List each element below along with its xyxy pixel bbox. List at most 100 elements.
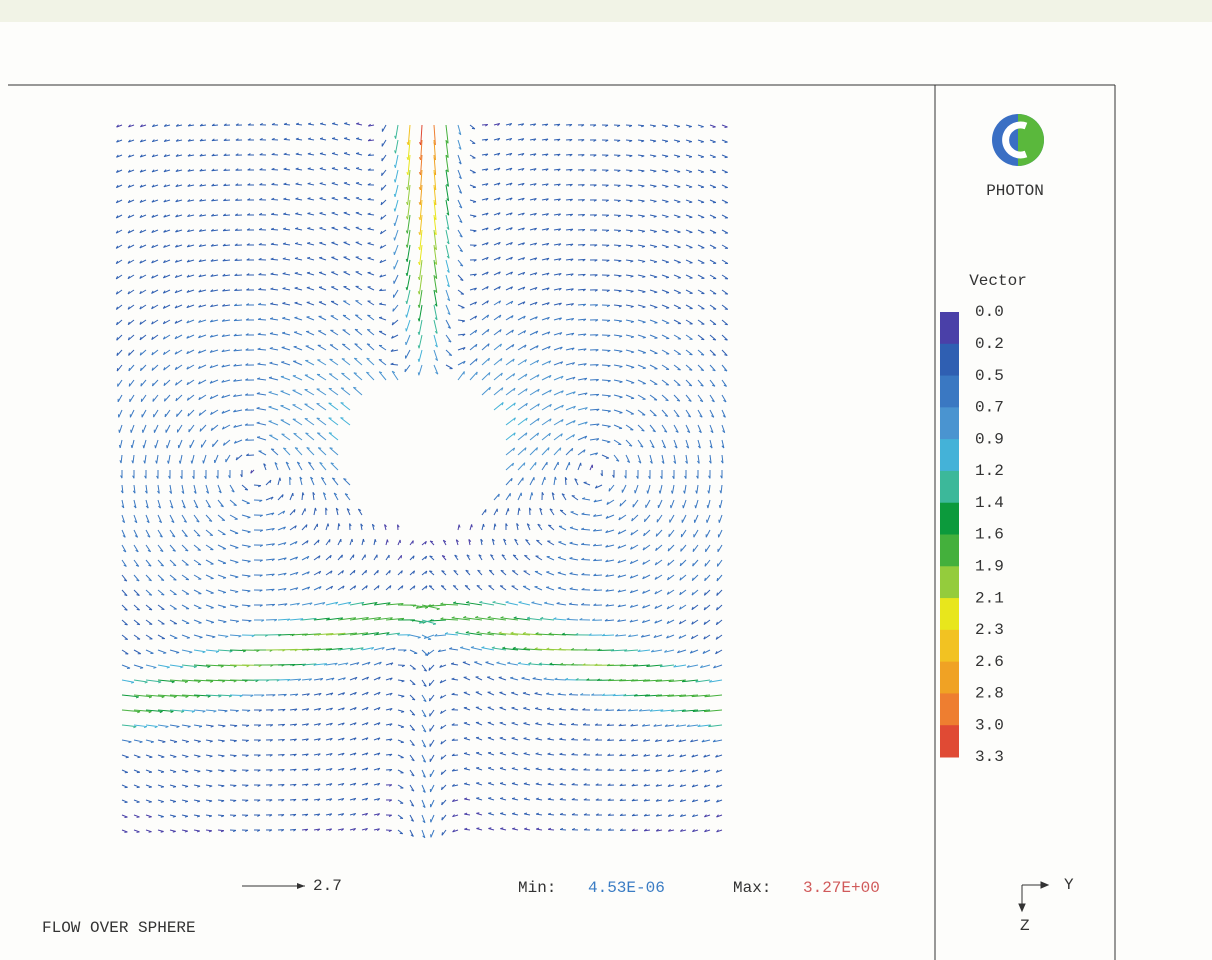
vector-arrow-head	[199, 726, 202, 727]
vector-arrow	[307, 317, 314, 320]
vector-arrow-head	[295, 198, 298, 199]
vector-arrow-head	[212, 637, 215, 638]
vector-arrow-head	[654, 216, 657, 217]
vector-arrow-head	[476, 768, 479, 769]
vector-arrow-head	[719, 505, 720, 508]
vector-arrow	[698, 350, 704, 355]
vector-arrow	[331, 257, 338, 260]
vector-arrow-head	[332, 168, 335, 169]
vector-arrow	[646, 500, 650, 508]
vector-arrow	[406, 320, 410, 331]
vector-arrow	[638, 260, 645, 261]
vector-arrow	[218, 560, 226, 563]
vector-arrow-head	[352, 539, 353, 542]
vector-arrow	[189, 425, 194, 432]
vector-arrow-head	[464, 798, 467, 799]
vector-arrow	[698, 290, 704, 294]
vector-arrow	[510, 678, 518, 680]
vector-arrow	[558, 573, 566, 575]
vector-arrow	[674, 365, 681, 370]
vector-arrow	[662, 395, 668, 401]
vector-arrow	[494, 494, 499, 500]
vector-arrow	[602, 410, 611, 411]
vector-arrow	[458, 371, 464, 380]
vector-arrow	[407, 260, 410, 276]
min-value: 4.53E-06	[588, 879, 665, 897]
vector-arrow-head	[368, 228, 371, 229]
vector-arrow	[379, 318, 386, 320]
vector-arrow	[542, 404, 551, 410]
vector-arrow-head	[320, 183, 323, 184]
vector-arrow	[307, 258, 314, 260]
vector-arrow	[342, 359, 350, 365]
vector-arrow	[626, 335, 634, 337]
vector-arrow	[295, 258, 302, 260]
legend-swatch	[940, 535, 959, 567]
vector-arrow	[153, 395, 158, 402]
vector-arrow-head	[381, 187, 382, 190]
vector-arrow-head	[689, 157, 692, 158]
vector-arrow-head	[156, 461, 157, 464]
vector-arrow	[317, 360, 326, 365]
vector-arrow	[295, 303, 302, 305]
vector-arrow	[259, 451, 266, 455]
vector-arrow	[422, 650, 428, 656]
vector-arrow	[674, 380, 680, 385]
vector-arrow	[542, 477, 545, 485]
vector-arrow	[431, 830, 434, 837]
vector-arrow-head	[247, 517, 250, 518]
vector-arrow-head	[465, 586, 468, 587]
vector-arrow-head	[511, 707, 514, 708]
vector-arrow-head	[294, 317, 297, 318]
vector-arrow-head	[620, 382, 623, 383]
vector-arrow	[206, 560, 213, 564]
vector-arrow	[155, 440, 158, 448]
vector-arrow-head	[315, 508, 316, 511]
vector-arrow	[282, 318, 290, 320]
vector-arrow	[542, 462, 547, 470]
vector-arrow	[396, 140, 398, 153]
vector-arrow-head	[570, 557, 573, 558]
vector-arrow-head	[235, 577, 238, 578]
vector-arrow-head	[464, 768, 467, 769]
vector-arrow	[430, 710, 434, 716]
vector-arrow-head	[295, 258, 298, 259]
vector-arrow	[158, 620, 164, 624]
vector-arrow-head	[344, 168, 347, 169]
vector-arrow-head	[149, 595, 152, 596]
vector-arrow	[177, 410, 182, 417]
vector-arrow	[518, 403, 527, 410]
vector-arrow	[319, 258, 326, 260]
vector-arrow-head	[546, 587, 549, 588]
vector-arrow	[170, 725, 179, 726]
vector-arrow-head	[689, 142, 692, 143]
vector-arrow	[367, 344, 374, 350]
vector-arrow	[709, 485, 710, 493]
vector-arrow	[662, 350, 669, 354]
vector-arrow	[188, 410, 194, 416]
vector-arrow	[141, 380, 146, 386]
vector-arrow	[367, 358, 374, 365]
vector-arrow	[674, 305, 681, 308]
legend-swatch	[940, 630, 959, 662]
vector-arrow	[271, 244, 278, 245]
vector-arrow	[165, 410, 170, 417]
vector-arrow-head	[269, 377, 272, 378]
vector-arrow	[331, 287, 338, 290]
vector-arrow	[672, 485, 674, 494]
vector-arrow-head	[387, 539, 388, 542]
vector-arrow-head	[282, 332, 285, 333]
vector-arrow-head	[558, 572, 561, 573]
vector-arrow-head	[164, 398, 165, 401]
vector-arrow	[218, 635, 228, 636]
vector-arrow-head	[500, 753, 503, 754]
vector-arrow	[319, 273, 326, 275]
vector-arrow-head	[257, 393, 260, 394]
vector-arrow	[295, 244, 302, 245]
vector-arrow	[230, 530, 238, 533]
vector-arrow-head	[653, 171, 656, 172]
vector-arrow	[650, 395, 657, 400]
vector-arrow-head	[547, 708, 550, 709]
vector-arrow-head	[295, 272, 298, 273]
vector-arrow	[530, 389, 539, 395]
